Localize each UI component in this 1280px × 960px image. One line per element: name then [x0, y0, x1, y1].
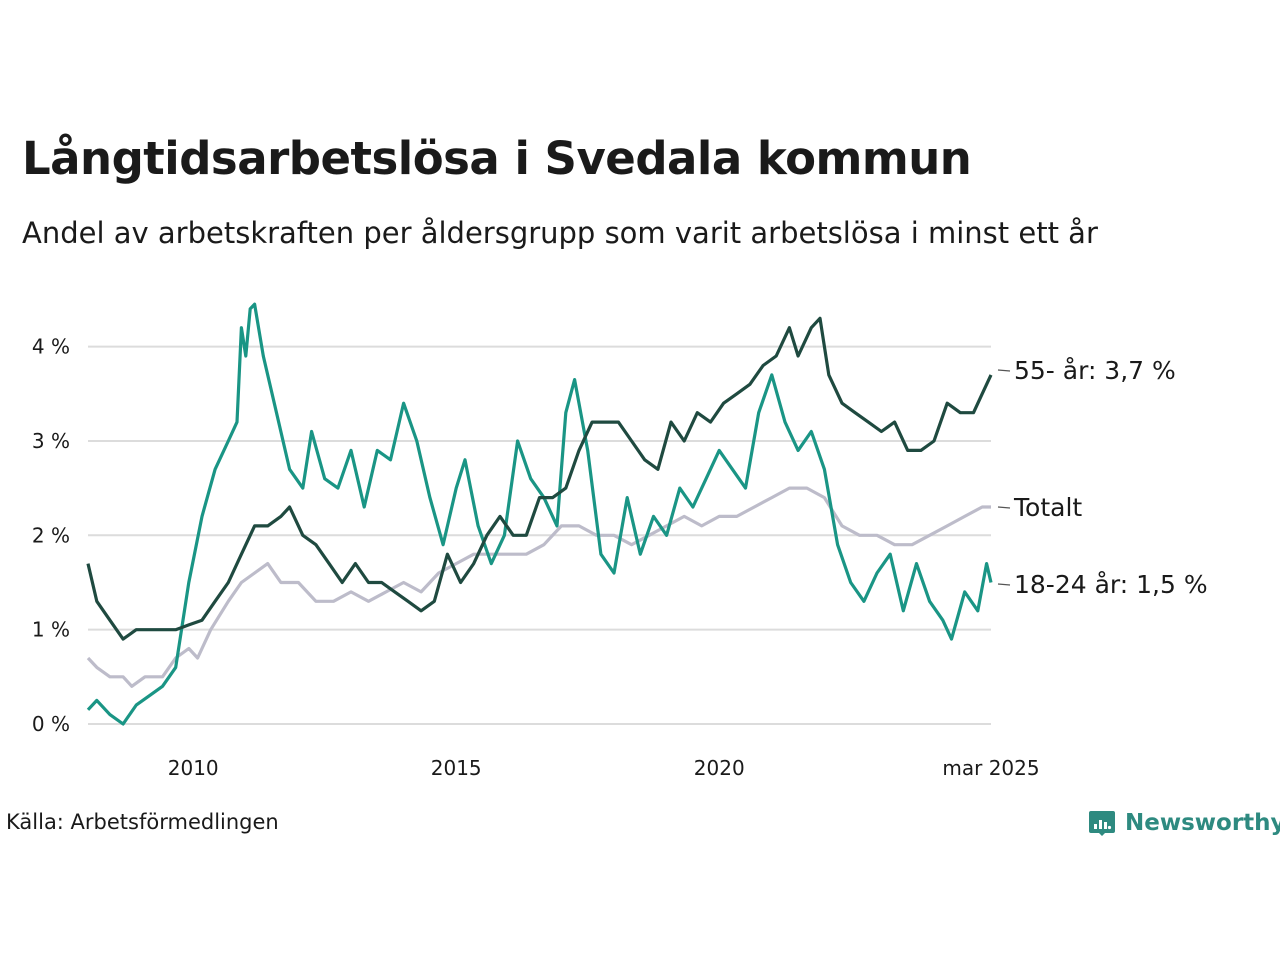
- source-note: Källa: Arbetsförmedlingen: [6, 810, 279, 834]
- end-label-leader: [997, 506, 1011, 509]
- newsworthy-bar-chart-icon: [1089, 811, 1115, 836]
- newsworthy-logo: Newsworthy: [1088, 804, 1280, 842]
- end-label: Totalt: [1013, 493, 1082, 522]
- gridlines: [88, 345, 991, 725]
- series-line-0: [86, 486, 991, 688]
- chart-title: Långtidsarbetslösa i Svedala kommun: [22, 132, 972, 185]
- series-line-1: [86, 302, 993, 726]
- end-label-leader: [997, 369, 1011, 372]
- y-axis-ticks: 0 % 1 % 2 % 3 % 4 %: [32, 335, 70, 736]
- end-labels: Totalt 18-24 år: 1,5 % 55- år: 3,7 %: [997, 356, 1208, 599]
- end-label: 18-24 år: 1,5 %: [1014, 570, 1208, 599]
- y-tick-label: 0 %: [32, 712, 70, 736]
- end-label-leader: [997, 583, 1011, 586]
- y-tick-label: 3 %: [32, 429, 70, 453]
- logo-text: Newsworthy: [1125, 810, 1280, 836]
- series-lines: [86, 302, 993, 726]
- y-tick-label: 4 %: [32, 335, 70, 359]
- x-tick-label: mar 2025: [942, 756, 1039, 780]
- x-tick-label: 2020: [694, 756, 745, 780]
- series-line-2: [86, 316, 993, 641]
- chart-subtitle: Andel av arbetskraften per åldersgrupp s…: [22, 216, 1098, 250]
- x-tick-label: 2015: [431, 756, 482, 780]
- x-axis-ticks: 2010 2015 2020 mar 2025: [168, 756, 1040, 780]
- x-tick-label: 2010: [168, 756, 219, 780]
- y-tick-label: 2 %: [32, 523, 70, 547]
- y-tick-label: 1 %: [32, 618, 70, 642]
- end-label: 55- år: 3,7 %: [1014, 356, 1176, 385]
